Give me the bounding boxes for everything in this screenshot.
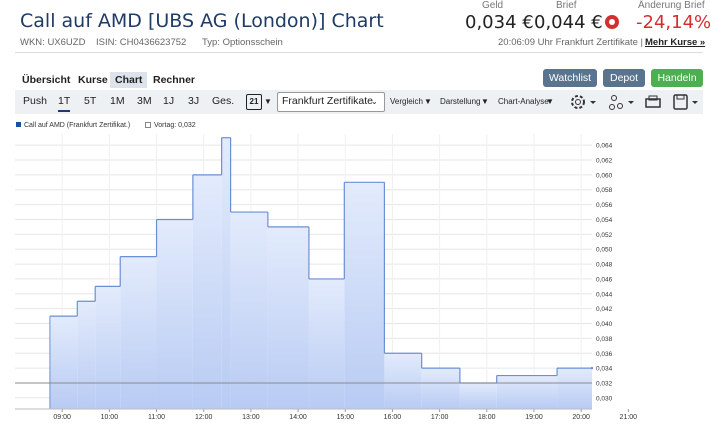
quote-value: -24,14% xyxy=(636,12,711,33)
button[interactable]: Depot xyxy=(603,69,645,87)
area-segment xyxy=(496,375,558,409)
y-tick-label: 0,042 xyxy=(596,306,613,313)
x-tick-label: 20:00 xyxy=(572,414,590,421)
period[interactable]: 1T xyxy=(58,95,71,112)
x-tick-label: 16:00 xyxy=(384,414,402,421)
area-segment xyxy=(221,137,231,409)
quote-label: Geld xyxy=(482,0,504,11)
y-tick-label: 0,056 xyxy=(596,202,613,209)
period[interactable]: 3J xyxy=(188,95,200,107)
caret: ⌄ xyxy=(371,97,378,106)
y-tick-label: 0,062 xyxy=(596,158,613,165)
more-link[interactable]: Mehr Kurse » xyxy=(645,37,706,48)
tab[interactable]: Chart xyxy=(110,72,148,88)
y-tick-label: 0,054 xyxy=(596,217,613,224)
button[interactable]: Handeln xyxy=(651,69,703,87)
menu[interactable]: Chart-Analyse xyxy=(498,97,549,106)
x-tick-label: 10:00 xyxy=(101,414,119,421)
x-tick-label: 18:00 xyxy=(478,414,496,421)
timestamp: 20:06:09 Uhr Frankfurt Zertifikate | xyxy=(498,37,644,48)
x-tick-label: 11:00 xyxy=(148,414,165,421)
meta: WKN: UX6UZD xyxy=(20,37,86,48)
page-title: Call auf AMD [UBS AG (London)] Chart xyxy=(20,10,384,32)
legend-swatch xyxy=(145,122,151,128)
caret: ▼ xyxy=(546,97,554,106)
area-segment xyxy=(459,382,497,409)
x-tick-label: 14:00 xyxy=(289,414,307,421)
area-segment xyxy=(421,368,460,409)
toolbar-icons[interactable] xyxy=(568,92,703,112)
caret: ▼ xyxy=(424,97,432,106)
x-tick-label: 15:00 xyxy=(336,414,354,421)
area-segment xyxy=(230,212,268,409)
y-tick-label: 0,032 xyxy=(596,380,613,387)
area-segment xyxy=(49,316,78,409)
y-tick-label: 0,046 xyxy=(596,276,613,283)
x-tick-label: 12:00 xyxy=(195,414,213,421)
y-tick-label: 0,064 xyxy=(596,143,613,150)
tab[interactable]: Übersicht xyxy=(22,74,71,86)
y-tick-label: 0,050 xyxy=(596,247,613,254)
last-label-bg xyxy=(594,363,622,374)
period[interactable]: 3M xyxy=(137,95,152,107)
button[interactable]: Watchlist xyxy=(543,69,597,87)
period[interactable]: 1M xyxy=(110,95,125,107)
area-segment xyxy=(557,368,592,409)
y-tick-label: 0,058 xyxy=(596,187,613,194)
calendar[interactable]: 21 xyxy=(246,94,262,110)
y-tick-label: 0,040 xyxy=(596,321,613,328)
area-segment xyxy=(77,301,96,409)
y-tick-label: 0,052 xyxy=(596,232,613,239)
quote-label: Änderung Brief xyxy=(638,0,705,11)
period[interactable]: Push xyxy=(23,95,47,107)
meta: Typ: Optionsschein xyxy=(202,37,283,48)
legend-label: Call auf AMD (Frankfurt Zertifikat.) xyxy=(24,122,130,129)
tab[interactable]: Kurse xyxy=(78,74,108,86)
y-tick-label: 0,044 xyxy=(596,291,613,298)
x-tick-label: 19:00 xyxy=(525,414,543,421)
meta: ISIN: CH0436623752 xyxy=(96,37,187,48)
area-segment xyxy=(308,278,345,409)
quote-value: 0,034 € xyxy=(465,12,534,33)
x-tick-label: 09:00 xyxy=(53,414,71,421)
quote-label: Brief xyxy=(556,0,577,11)
y-tick-label: 0,060 xyxy=(596,172,613,179)
x-tick-label: 17:00 xyxy=(431,414,449,421)
menu[interactable]: Vergleich xyxy=(390,97,423,106)
exchange: Frankfurt Zertifikate xyxy=(282,95,374,107)
y-tick-label: 0,036 xyxy=(596,351,613,358)
last-label: 0,034 xyxy=(596,366,613,373)
select[interactable] xyxy=(277,92,385,112)
last-point xyxy=(590,366,594,370)
area-segment xyxy=(192,174,222,409)
y-tick-label: 0,038 xyxy=(596,336,613,343)
change-icon xyxy=(605,15,619,29)
x-tick-label: 21:00 xyxy=(620,414,638,421)
period[interactable]: 1J xyxy=(163,95,175,107)
divider xyxy=(15,52,703,53)
area-segment xyxy=(384,353,422,409)
quote-value: 0,044 € xyxy=(534,12,603,33)
area-segment xyxy=(344,182,385,409)
area-segment xyxy=(156,219,193,409)
area-segment xyxy=(95,286,121,409)
period[interactable]: Ges. xyxy=(212,95,235,107)
legend-label: Vortag: 0,032 xyxy=(154,122,196,129)
area-segment xyxy=(120,256,157,409)
area-segment xyxy=(267,226,309,409)
x-tick-label: 13:00 xyxy=(242,414,260,421)
legend-swatch xyxy=(16,122,21,127)
period[interactable]: 5T xyxy=(84,95,97,107)
menu[interactable]: Darstellung xyxy=(440,97,481,106)
caret: ▼ xyxy=(264,97,272,106)
tab[interactable]: Rechner xyxy=(153,74,196,86)
y-tick-label: 0,030 xyxy=(596,395,613,402)
y-tick-label: 0,048 xyxy=(596,262,613,269)
caret: ▼ xyxy=(481,97,489,106)
